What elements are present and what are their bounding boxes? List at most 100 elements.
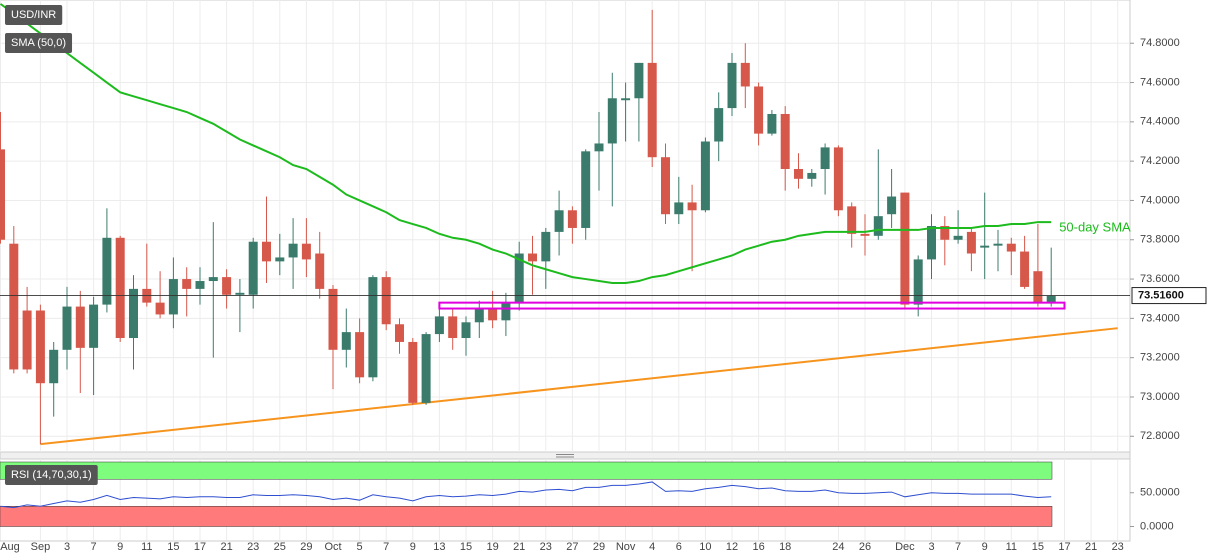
y-tick-label: 73.6000 <box>1140 273 1180 285</box>
trend-line <box>40 327 1118 446</box>
x-tick-label: Oct <box>324 541 341 553</box>
y-tick-label: 74.4000 <box>1140 116 1180 128</box>
x-tick-label: 19 <box>486 541 498 553</box>
candle-body <box>754 86 764 134</box>
x-tick-label: Nov <box>616 541 636 553</box>
candle-body <box>355 332 365 378</box>
candle-body <box>434 316 444 335</box>
candle-body <box>780 113 790 170</box>
candle-body <box>554 210 564 232</box>
legend-box <box>5 465 98 485</box>
x-tick-label: 12 <box>726 541 738 553</box>
x-tick-label: 26 <box>859 541 871 553</box>
candle-body <box>474 308 484 323</box>
candle-body <box>953 235 963 240</box>
candle-body <box>860 233 870 236</box>
y-tick-label: 50.0000 <box>1140 487 1180 499</box>
candle-body <box>395 324 404 342</box>
candle-body <box>89 304 99 348</box>
x-tick-label: 27 <box>566 541 578 553</box>
legend-label: SMA (50,0) <box>11 37 66 49</box>
x-tick-label: 16 <box>752 541 764 553</box>
candle-body <box>727 62 737 109</box>
candle-body <box>182 279 192 289</box>
x-tick-label: 21 <box>513 541 525 553</box>
candle-body <box>1006 243 1016 252</box>
candle-body <box>1020 251 1030 287</box>
last-price-box <box>1131 287 1207 305</box>
x-tick-label: 15 <box>1032 541 1044 553</box>
x-tick-label: 11 <box>141 541 152 553</box>
candle-body <box>567 210 577 228</box>
candle-body <box>155 302 165 315</box>
annotation: 50-day SMA <box>1059 220 1131 235</box>
candle-body <box>820 147 830 170</box>
candle-body <box>408 341 418 403</box>
candle-body <box>102 237 112 305</box>
candle-body <box>75 306 85 348</box>
candle-body <box>966 231 976 254</box>
x-tick-label: 10 <box>699 541 711 553</box>
x-tick-label: 25 <box>274 541 286 553</box>
x-tick-label: 9 <box>117 541 123 553</box>
candle-body <box>767 113 777 134</box>
x-tick-label: 7 <box>91 541 97 553</box>
x-tick-label: Aug <box>0 541 20 553</box>
overbought-band <box>0 461 1053 480</box>
y-tick-label: 73.0000 <box>1140 391 1180 403</box>
candle-body <box>661 157 670 215</box>
x-tick-label: 9 <box>410 541 416 553</box>
candle-body <box>927 226 936 260</box>
candle-body <box>208 277 218 282</box>
x-tick-label: 21 <box>220 541 232 553</box>
panel-separator <box>0 451 1131 460</box>
candle-body <box>714 108 724 142</box>
x-tick-label: 21 <box>1085 541 1097 553</box>
candle-body <box>980 245 990 248</box>
candle-body <box>62 306 72 350</box>
candle-body <box>581 151 591 228</box>
candle-body <box>674 202 684 215</box>
candle-body <box>301 243 311 260</box>
x-tick-label: 24 <box>832 541 844 553</box>
x-tick-label: Dec <box>895 541 915 553</box>
candle-body <box>49 349 59 384</box>
candle-body <box>794 169 803 179</box>
candle-body <box>115 237 125 339</box>
rsi-line <box>0 481 1052 509</box>
candle-body <box>448 316 458 339</box>
candle-body <box>275 257 285 262</box>
candle-body <box>913 259 923 305</box>
candle-body <box>421 334 431 403</box>
x-tick-label: 17 <box>194 541 206 553</box>
candle-body <box>368 277 378 378</box>
y-tick-label: 74.6000 <box>1140 76 1180 88</box>
y-tick-label: 73.8000 <box>1140 234 1180 246</box>
candle-body <box>740 62 750 87</box>
x-tick-label: Sep <box>31 541 51 553</box>
candle-body <box>847 206 857 234</box>
sma-line <box>0 3 1052 284</box>
candle-body <box>22 310 32 370</box>
candle-body <box>262 241 271 262</box>
x-tick-label: 4 <box>649 541 655 553</box>
x-tick-label: 23 <box>540 541 552 553</box>
candle-body <box>528 253 537 262</box>
candle-body <box>621 98 631 101</box>
candle-body <box>807 172 817 179</box>
y-tick-label: 72.8000 <box>1140 430 1180 442</box>
candle-body <box>288 243 298 258</box>
y-tick-label: 0.0000 <box>1140 520 1174 532</box>
legend-label: USD/INR <box>11 9 56 21</box>
x-tick-label: 11 <box>1006 541 1017 553</box>
last-price-label: 73.51600 <box>1138 289 1184 301</box>
x-tick-label: 6 <box>676 541 682 553</box>
x-tick-label: 18 <box>779 541 791 553</box>
candle-body <box>647 62 657 158</box>
y-tick-label: 74.2000 <box>1140 155 1180 167</box>
candle-body <box>0 149 5 240</box>
candle-body <box>687 202 697 211</box>
candle-body <box>873 216 883 236</box>
candle-body <box>541 231 551 262</box>
